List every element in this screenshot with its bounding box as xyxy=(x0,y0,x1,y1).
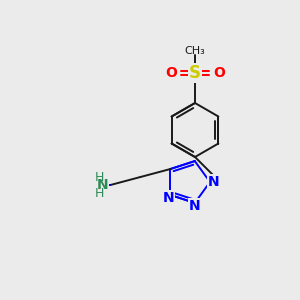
Text: N: N xyxy=(162,191,174,205)
Text: N: N xyxy=(96,178,108,192)
Text: O: O xyxy=(213,66,225,80)
Text: N: N xyxy=(189,199,201,213)
Text: S: S xyxy=(189,64,201,82)
Text: CH₃: CH₃ xyxy=(184,46,206,56)
Text: N: N xyxy=(208,175,220,189)
Text: H: H xyxy=(94,171,104,184)
Text: O: O xyxy=(165,66,177,80)
Text: H: H xyxy=(94,187,104,200)
